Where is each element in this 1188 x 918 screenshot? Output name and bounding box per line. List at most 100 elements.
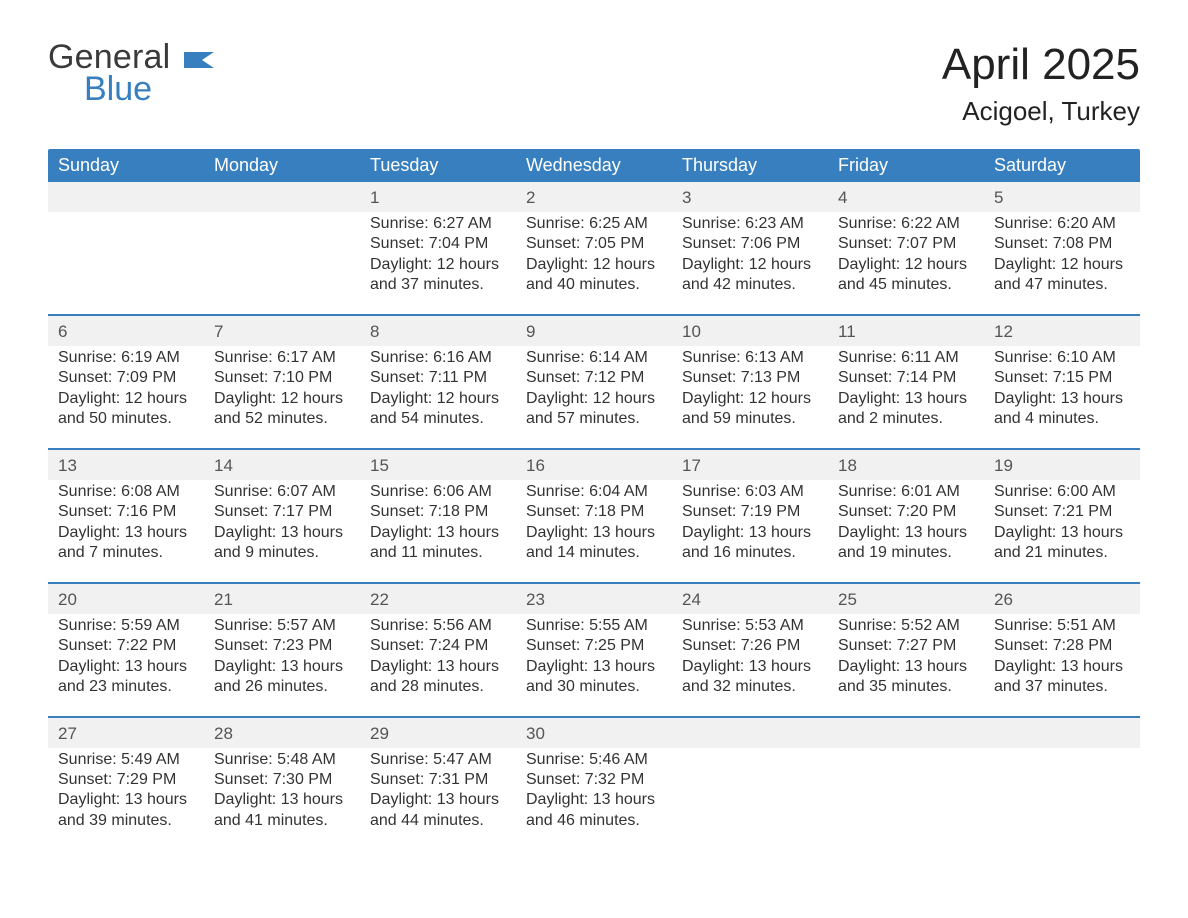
day-data: Sunrise: 6:17 AMSunset: 7:10 PMDaylight:…	[204, 346, 360, 448]
week-data-row: Sunrise: 6:19 AMSunset: 7:09 PM Daylight:…	[48, 346, 1140, 448]
sunrise-text: Sunrise: 6:14 AM	[526, 348, 662, 368]
day-data: Sunrise: 6:03 AMSunset: 7:19 PMDaylight:…	[672, 480, 828, 582]
dow-monday: Monday	[204, 149, 360, 182]
day-data	[48, 212, 204, 314]
sunrise-text: Sunrise: 6:23 AM	[682, 214, 818, 234]
day-number: 25	[828, 584, 984, 614]
sunset-text: Sunset: 7:21 PM	[994, 502, 1130, 522]
sunrise-text: Sunrise: 5:46 AM	[526, 750, 662, 770]
day-number: 21	[204, 584, 360, 614]
sunrise-text: Sunrise: 5:53 AM	[682, 616, 818, 636]
dow-sunday: Sunday	[48, 149, 204, 182]
daylight-text: Daylight: 13 hours and 37 minutes.	[994, 657, 1130, 698]
day-number: 29	[360, 718, 516, 748]
daylight-text: Daylight: 13 hours and 26 minutes.	[214, 657, 350, 698]
sunrise-text: Sunrise: 6:19 AM	[58, 348, 194, 368]
day-data: Sunrise: 5:52 AMSunset: 7:27 PMDaylight:…	[828, 614, 984, 716]
day-number: 22	[360, 584, 516, 614]
day-data: Sunrise: 6:01 AMSunset: 7:20 PMDaylight:…	[828, 480, 984, 582]
daylight-text: Daylight: 12 hours and 37 minutes.	[370, 255, 506, 296]
day-data: Sunrise: 6:06 AMSunset: 7:18 PMDaylight:…	[360, 480, 516, 582]
sunset-text: Sunset: 7:32 PM	[526, 770, 662, 790]
sunset-text: Sunset: 7:08 PM	[994, 234, 1130, 254]
week-daynum-row: 6789101112	[48, 314, 1140, 346]
daylight-text: Daylight: 13 hours and 21 minutes.	[994, 523, 1130, 564]
sunrise-text: Sunrise: 6:27 AM	[370, 214, 506, 234]
sunrise-text: Sunrise: 6:17 AM	[214, 348, 350, 368]
day-data: Sunrise: 6:14 AMSunset: 7:12 PMDaylight:…	[516, 346, 672, 448]
brand-name-accent: Blue	[84, 72, 218, 108]
sunrise-text: Sunrise: 5:59 AM	[58, 616, 194, 636]
daylight-text: Daylight: 13 hours and 2 minutes.	[838, 389, 974, 430]
daylight-text: Daylight: 12 hours and 47 minutes.	[994, 255, 1130, 296]
sunset-text: Sunset: 7:06 PM	[682, 234, 818, 254]
daylight-text: Daylight: 12 hours and 57 minutes.	[526, 389, 662, 430]
day-number: 13	[48, 450, 204, 480]
week-daynum-row: 13141516171819	[48, 448, 1140, 480]
day-number: 5	[984, 182, 1140, 212]
sunset-text: Sunset: 7:24 PM	[370, 636, 506, 656]
day-number: 30	[516, 718, 672, 748]
day-number: 7	[204, 316, 360, 346]
day-number: 6	[48, 316, 204, 346]
day-data: Sunrise: 5:55 AMSunset: 7:25 PMDaylight:…	[516, 614, 672, 716]
sunset-text: Sunset: 7:09 PM	[58, 368, 194, 388]
daylight-text: Daylight: 13 hours and 19 minutes.	[838, 523, 974, 564]
day-number: 3	[672, 182, 828, 212]
daylight-text: Daylight: 12 hours and 45 minutes.	[838, 255, 974, 296]
week-data-row: Sunrise: 6:27 AMSunset: 7:04 PMDaylight:…	[48, 212, 1140, 314]
sunrise-text: Sunrise: 6:11 AM	[838, 348, 974, 368]
dow-thursday: Thursday	[672, 149, 828, 182]
day-number	[672, 718, 828, 748]
calendar-page: General Blue April 2025 Acigoel, Turkey …	[0, 0, 1188, 849]
day-number: 19	[984, 450, 1140, 480]
week-daynum-row: 27282930	[48, 716, 1140, 748]
sunset-text: Sunset: 7:19 PM	[682, 502, 818, 522]
sunset-text: Sunset: 7:27 PM	[838, 636, 974, 656]
day-data: Sunrise: 6:07 AMSunset: 7:17 PMDaylight:…	[204, 480, 360, 582]
day-number: 28	[204, 718, 360, 748]
sunrise-text: Sunrise: 6:06 AM	[370, 482, 506, 502]
daylight-text: Daylight: 13 hours and 32 minutes.	[682, 657, 818, 698]
sunrise-text: Sunrise: 6:03 AM	[682, 482, 818, 502]
sunrise-text: Sunrise: 6:16 AM	[370, 348, 506, 368]
sunrise-text: Sunrise: 6:25 AM	[526, 214, 662, 234]
day-number: 1	[360, 182, 516, 212]
sunset-text: Sunset: 7:23 PM	[214, 636, 350, 656]
daylight-text: Daylight: 12 hours and 54 minutes.	[370, 389, 506, 430]
day-number: 16	[516, 450, 672, 480]
daylight-text: Daylight: 13 hours and 9 minutes.	[214, 523, 350, 564]
daylight-text: Daylight: 13 hours and 7 minutes.	[58, 523, 194, 564]
day-data: Sunrise: 5:49 AMSunset: 7:29 PMDaylight:…	[48, 748, 204, 850]
sunset-text: Sunset: 7:18 PM	[526, 502, 662, 522]
daylight-text: Daylight: 12 hours and 59 minutes.	[682, 389, 818, 430]
sunrise-text: Sunrise: 6:07 AM	[214, 482, 350, 502]
sunset-text: Sunset: 7:15 PM	[994, 368, 1130, 388]
title-block: April 2025 Acigoel, Turkey	[942, 40, 1140, 127]
sunrise-text: Sunrise: 5:49 AM	[58, 750, 194, 770]
sunrise-text: Sunrise: 6:08 AM	[58, 482, 194, 502]
day-number: 2	[516, 182, 672, 212]
week-data-row: Sunrise: 6:08 AMSunset: 7:16 PMDaylight:…	[48, 480, 1140, 582]
day-data: Sunrise: 5:48 AMSunset: 7:30 PMDaylight:…	[204, 748, 360, 850]
brand-logo: General Blue	[48, 40, 218, 107]
daylight-text: Daylight: 13 hours and 41 minutes.	[214, 790, 350, 831]
day-data: Sunrise: 6:23 AMSunset: 7:06 PMDaylight:…	[672, 212, 828, 314]
day-data: Sunrise: 6:11 AMSunset: 7:14 PMDaylight:…	[828, 346, 984, 448]
sunrise-text: Sunrise: 5:47 AM	[370, 750, 506, 770]
sunrise-text: Sunrise: 5:57 AM	[214, 616, 350, 636]
sunrise-text: Sunrise: 5:51 AM	[994, 616, 1130, 636]
day-number: 11	[828, 316, 984, 346]
dow-header-row: Sunday Monday Tuesday Wednesday Thursday…	[48, 149, 1140, 182]
month-title: April 2025	[942, 40, 1140, 90]
sunset-text: Sunset: 7:18 PM	[370, 502, 506, 522]
daylight-text: Daylight: 13 hours and 35 minutes.	[838, 657, 974, 698]
day-data	[984, 748, 1140, 850]
day-data: Sunrise: 6:22 AMSunset: 7:07 PMDaylight:…	[828, 212, 984, 314]
day-number: 15	[360, 450, 516, 480]
sunset-text: Sunset: 7:11 PM	[370, 368, 506, 388]
day-number: 14	[204, 450, 360, 480]
day-number: 20	[48, 584, 204, 614]
day-data: Sunrise: 6:20 AMSunset: 7:08 PMDaylight:…	[984, 212, 1140, 314]
dow-tuesday: Tuesday	[360, 149, 516, 182]
